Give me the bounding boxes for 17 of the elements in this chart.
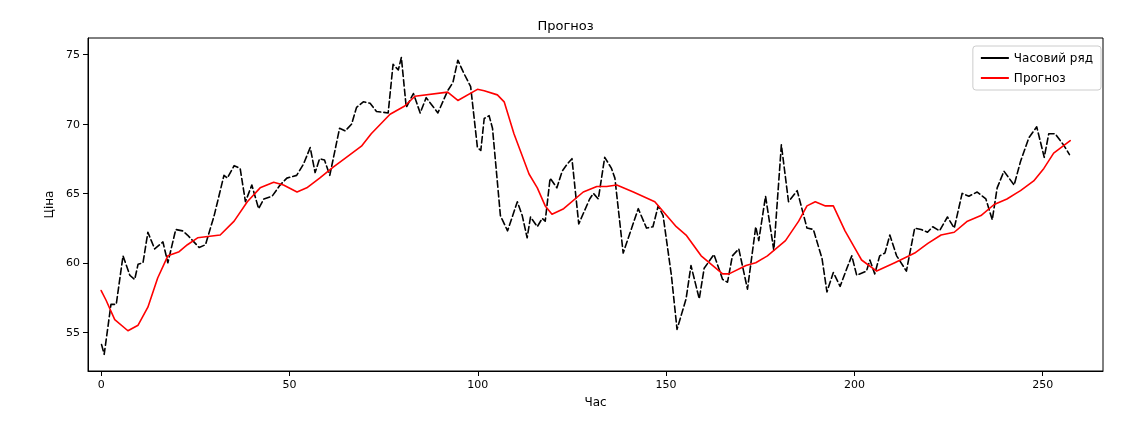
y-tick-label: 70 [66,117,80,131]
x-tick-label: 0 [97,378,105,391]
legend-label: Прогноз [1013,71,1066,85]
x-tick-label: 100 [467,378,489,391]
x-axis-title: Час [584,395,607,409]
y-tick-label: 65 [66,186,80,200]
chart-title: Прогноз [537,18,594,33]
legend-label: Часовий ряд [1013,51,1093,65]
x-tick-label: 50 [282,378,297,391]
x-tick-label: 200 [843,378,865,391]
line-series [100,88,1072,332]
y-tick-label: 55 [66,325,80,339]
x-tick-label: 150 [655,378,677,391]
y-tick-label: 60 [66,256,80,270]
y-axis-title: Ціна [42,190,57,219]
y-tick-label: 75 [66,48,80,62]
x-tick-label: 250 [1032,378,1054,391]
